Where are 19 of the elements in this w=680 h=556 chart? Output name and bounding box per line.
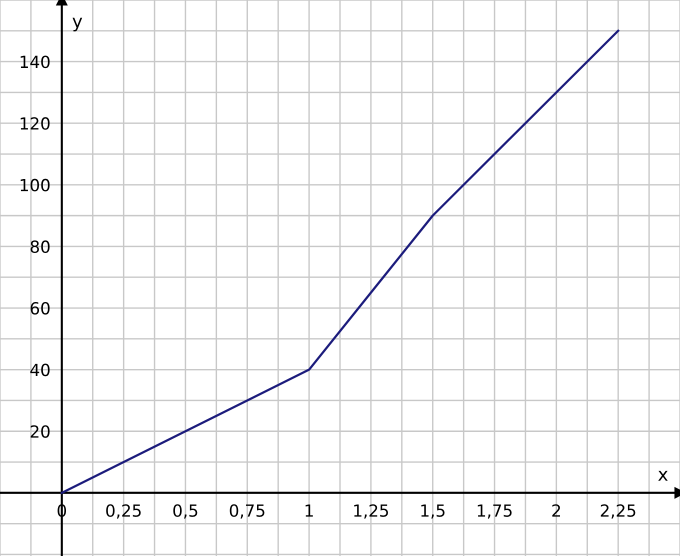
y-tick-label: 60 [30,302,50,315]
y-axis-title: y [72,18,82,32]
x-tick-label: 1,5 [421,504,445,519]
y-tick-label: 140 [20,56,50,68]
y-tick-label: 40 [30,364,50,376]
line-series [60,30,620,494]
x-tick-label: 1,75 [478,504,512,519]
x-tick-label: 0,75 [230,504,264,519]
x-tick-label: 2,25 [600,504,636,519]
x-tick-label: 0,5 [173,504,198,519]
y-tick-label: 20 [30,425,50,438]
x-axis-title: x [658,470,668,481]
x-tick-label: 0,25 [106,504,141,519]
x-tick-label: 1,25 [354,504,388,519]
y-tick-label: 100 [20,178,50,192]
y-tick-label: 120 [20,117,50,130]
y-tick-label: 80 [30,240,50,253]
x-tick-label: 2 [552,504,560,517]
x-tick-label: 1 [306,504,313,517]
